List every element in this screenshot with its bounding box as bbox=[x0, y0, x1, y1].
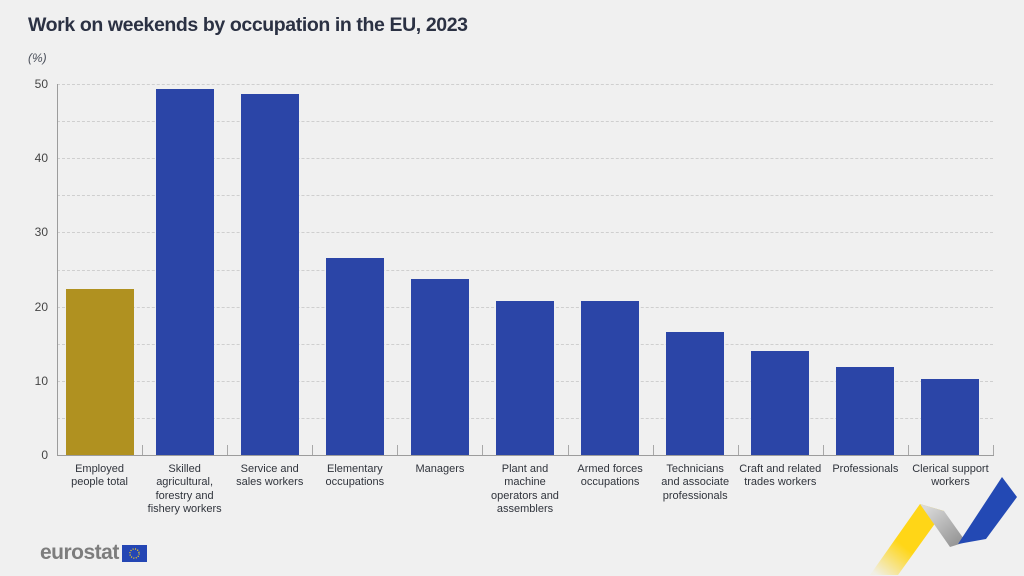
eurostat-logo: eurostat bbox=[40, 541, 147, 565]
x-axis-label: Clerical support workers bbox=[912, 463, 989, 489]
y-axis-tick-label: 10 bbox=[34, 373, 48, 388]
ribbon-yellow-band bbox=[870, 504, 944, 575]
y-axis-tick-label: 30 bbox=[34, 225, 48, 240]
gridline bbox=[57, 121, 993, 123]
ribbon-blue-band bbox=[958, 477, 1017, 544]
unit-label: (%) bbox=[28, 51, 47, 65]
gridline bbox=[57, 158, 993, 160]
x-axis-label: Craft and related trades workers bbox=[739, 463, 822, 489]
chart-bar[interactable] bbox=[921, 378, 980, 455]
x-axis-label: Employed people total bbox=[71, 463, 128, 489]
chart-bar[interactable] bbox=[325, 257, 384, 455]
chart-bar[interactable] bbox=[666, 331, 725, 455]
category-tick bbox=[567, 445, 569, 455]
y-axis-line bbox=[57, 84, 58, 455]
chart-bar[interactable] bbox=[496, 300, 554, 455]
category-tick bbox=[907, 445, 909, 455]
x-axis-label: Plant and machine operators and assemble… bbox=[491, 463, 559, 516]
y-axis-tick-label: 50 bbox=[34, 77, 48, 91]
x-axis-label: Service and sales workers bbox=[236, 463, 304, 489]
gridline bbox=[57, 269, 993, 271]
x-axis-label: Managers bbox=[415, 463, 465, 475]
y-axis-tick-label: 0 bbox=[41, 448, 48, 462]
category-tick bbox=[737, 445, 739, 455]
category-tick bbox=[312, 445, 314, 455]
gridline bbox=[57, 232, 993, 234]
category-tick bbox=[993, 445, 994, 455]
chart-bar[interactable] bbox=[155, 89, 214, 455]
chart-bar[interactable] bbox=[410, 279, 469, 455]
category-tick bbox=[482, 445, 484, 455]
category-tick bbox=[227, 445, 229, 455]
x-axis-label: Technicians and associate professionals bbox=[661, 463, 730, 502]
x-axis-line bbox=[57, 455, 994, 456]
chart-bar[interactable] bbox=[581, 300, 640, 455]
x-axis-label: Skilled agricultural, forestry and fishe… bbox=[147, 463, 222, 516]
category-tick bbox=[652, 445, 654, 455]
category-tick bbox=[822, 445, 824, 455]
x-axis-label: Armed forces occupations bbox=[577, 463, 643, 489]
y-axis-tick-label: 20 bbox=[34, 299, 48, 314]
eu-flag-icon bbox=[121, 544, 147, 562]
gridline bbox=[57, 195, 993, 197]
chart-bar[interactable] bbox=[65, 288, 134, 455]
page-title: Work on weekends by occupation in the EU… bbox=[28, 14, 468, 36]
eurostat-wordmark: eurostat bbox=[40, 541, 119, 564]
chart-bar[interactable] bbox=[751, 351, 810, 455]
ribbon-gray-fold bbox=[920, 504, 966, 547]
x-axis-label: Professionals bbox=[832, 463, 899, 475]
chart-bar[interactable] bbox=[240, 93, 299, 455]
category-tick bbox=[397, 445, 399, 455]
y-axis-tick-label: 40 bbox=[34, 151, 48, 166]
chart-bar[interactable] bbox=[836, 367, 895, 455]
x-axis-label: Elementary occupations bbox=[325, 463, 385, 489]
category-tick bbox=[142, 445, 144, 455]
ribbon-decoration-icon bbox=[870, 477, 1017, 575]
gridline bbox=[57, 84, 993, 85]
